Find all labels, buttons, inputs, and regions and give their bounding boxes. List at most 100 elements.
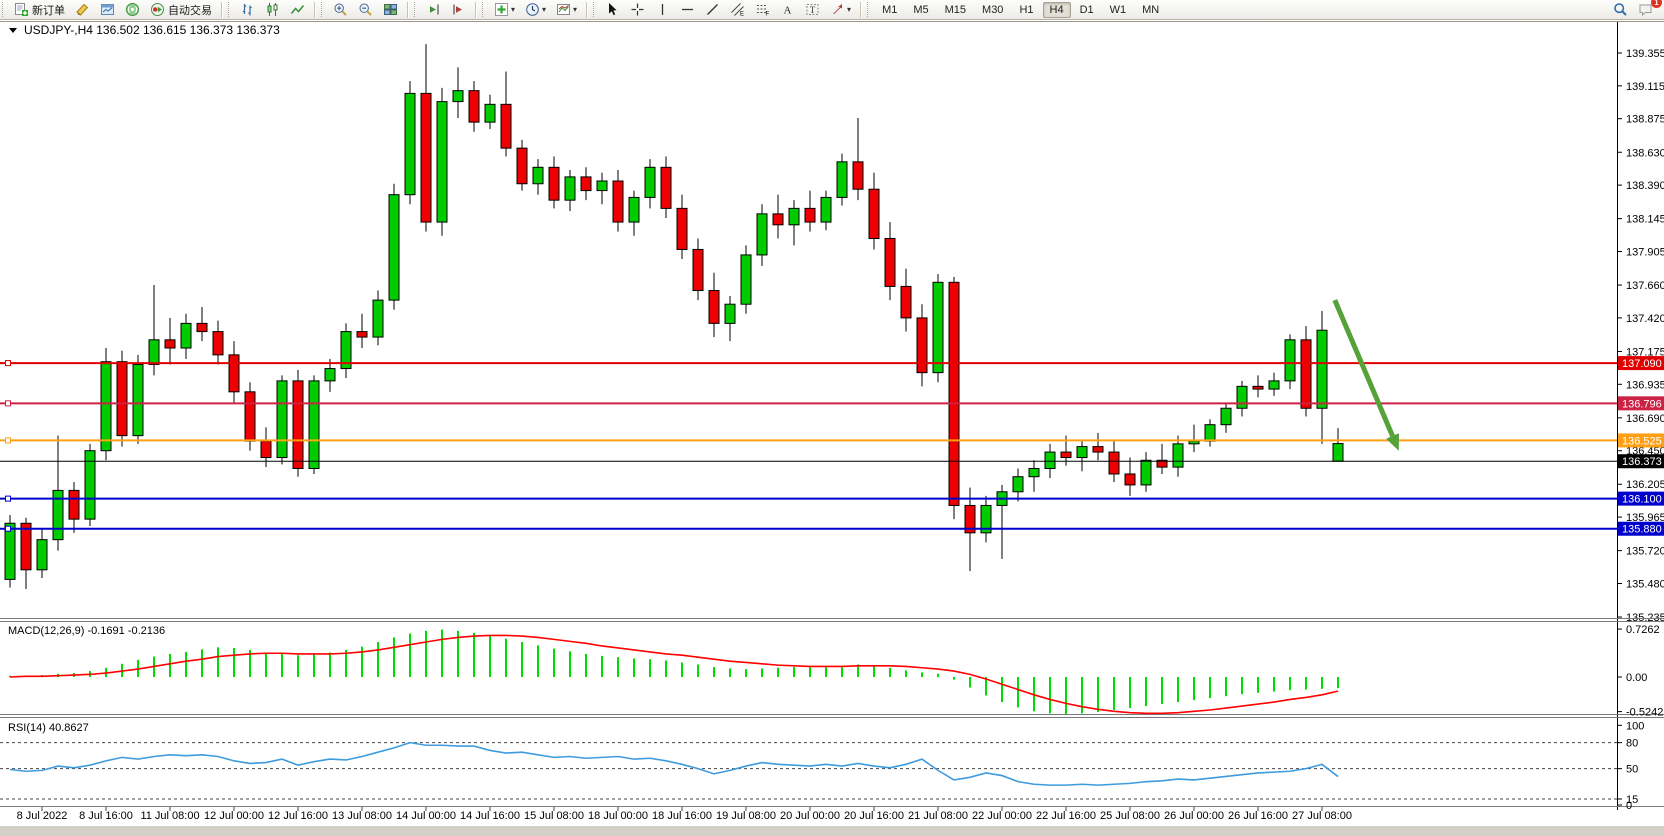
auto-trading-button[interactable]: 自动交易 bbox=[146, 0, 216, 20]
price-axis-tick: 135.720 bbox=[1626, 546, 1664, 558]
candle bbox=[324, 358, 336, 392]
time-axis[interactable]: 8 Jul 2022 8 Jul 16:00 11 Jul 08:00 12 Jul … bbox=[17, 807, 1352, 822]
chevron-down-icon[interactable] bbox=[9, 28, 17, 33]
rsi-axis-tick: 15 bbox=[1626, 794, 1638, 806]
new-order-icon bbox=[14, 2, 29, 17]
candle bbox=[292, 369, 304, 477]
svg-text:136.796: 136.796 bbox=[1622, 398, 1662, 410]
candle bbox=[452, 67, 464, 119]
main-chart-pane[interactable] bbox=[0, 44, 1617, 589]
candles-layer bbox=[4, 44, 1344, 589]
crosshair-button[interactable] bbox=[626, 0, 649, 20]
new-order-button[interactable]: 新订单 bbox=[10, 0, 69, 20]
chevron-down-icon[interactable]: ▾ bbox=[511, 5, 516, 14]
timeframe-m5-button[interactable]: M5 bbox=[913, 3, 929, 16]
candle bbox=[372, 290, 384, 346]
line-chart-icon bbox=[290, 2, 305, 17]
candle bbox=[644, 159, 656, 209]
tile-windows-button[interactable] bbox=[379, 0, 402, 20]
templates-button[interactable]: ▾ bbox=[552, 0, 581, 20]
timeframe-m30-button[interactable]: M30 bbox=[982, 3, 1004, 16]
price-line-handle[interactable] bbox=[5, 495, 11, 502]
chat-icon bbox=[1638, 2, 1653, 17]
price-line-handle[interactable] bbox=[5, 525, 11, 532]
macd-pane[interactable]: MACD(12,26,9) -0.1691 -0.2136 0.7262 0.00 -… bbox=[8, 624, 1663, 719]
rsi-axis-tick: 100 bbox=[1626, 720, 1644, 732]
candle bbox=[596, 172, 608, 205]
fibonacci-button[interactable]: F bbox=[751, 0, 774, 20]
toolbar-drag-handle bbox=[593, 2, 597, 17]
price-axis[interactable]: 139.355 139.115 138.875 138.630 138.390 138.1… bbox=[1617, 22, 1664, 810]
candle bbox=[1124, 457, 1136, 496]
line-chart-button[interactable] bbox=[286, 0, 309, 20]
price-line[interactable] bbox=[0, 400, 1617, 407]
window-bottom-edge bbox=[0, 826, 1664, 836]
symbol-ohlc-line[interactable]: USDJPY-,H4 136.502 136.615 136.373 136.3… bbox=[9, 23, 280, 37]
bar-chart-button[interactable] bbox=[236, 0, 259, 20]
periods-button[interactable]: ▾ bbox=[521, 0, 550, 20]
indicators-button[interactable]: ▾ bbox=[490, 0, 519, 20]
timeframe-h4-button[interactable]: H4 bbox=[1042, 1, 1071, 18]
price-line[interactable] bbox=[0, 525, 1617, 532]
candle bbox=[788, 200, 800, 246]
trendline-button[interactable] bbox=[701, 0, 724, 20]
timeframe-m15-button[interactable]: M15 bbox=[944, 3, 967, 16]
zoom-in-button[interactable] bbox=[329, 0, 352, 20]
vertical-line-button[interactable] bbox=[651, 0, 674, 20]
chart-window[interactable]: USDJPY-,H4 136.502 136.615 136.373 136.3… bbox=[0, 20, 1664, 836]
search-button[interactable] bbox=[1609, 0, 1632, 20]
price-line-handle[interactable] bbox=[5, 437, 11, 444]
arrows-button[interactable]: ▾ bbox=[826, 0, 855, 20]
chart-shift-button[interactable] bbox=[447, 0, 470, 20]
svg-text:F: F bbox=[766, 12, 770, 18]
timeframe-w1-button[interactable]: W1 bbox=[1109, 3, 1127, 16]
candle bbox=[932, 274, 944, 383]
text-icon: A bbox=[780, 2, 795, 17]
toolbar-separator bbox=[475, 1, 476, 18]
zoom-out-button[interactable] bbox=[354, 0, 377, 20]
time-axis-label: 12 Jul 16:00 bbox=[268, 810, 328, 822]
cursor-button[interactable] bbox=[601, 0, 624, 20]
time-axis-label: 11 Jul 08:00 bbox=[140, 810, 199, 822]
timeframe-h1-button[interactable]: H1 bbox=[1019, 3, 1034, 16]
svg-text:136.525: 136.525 bbox=[1622, 435, 1662, 447]
auto-scroll-button[interactable] bbox=[422, 0, 445, 20]
price-line[interactable] bbox=[0, 360, 1617, 367]
price-line[interactable] bbox=[0, 495, 1617, 502]
rsi-pane[interactable]: RSI(14) 40.8627 100 80 50 150 bbox=[0, 720, 1644, 812]
chevron-down-icon[interactable]: ▾ bbox=[573, 5, 578, 14]
signals-button[interactable] bbox=[121, 0, 144, 20]
metaeditor-button[interactable] bbox=[71, 0, 94, 20]
time-axis-label: 27 Jul 08:00 bbox=[1292, 810, 1352, 822]
macd-axis-tick: -0.5242 bbox=[1626, 707, 1663, 719]
candle bbox=[52, 435, 64, 551]
horizontal-line-button[interactable] bbox=[676, 0, 699, 20]
candle bbox=[68, 482, 80, 533]
time-axis-label: 18 Jul 00:00 bbox=[588, 810, 648, 822]
candle bbox=[1156, 443, 1168, 474]
candle bbox=[1316, 311, 1328, 444]
price-line[interactable] bbox=[0, 437, 1617, 444]
candle bbox=[468, 81, 480, 132]
price-line-handle[interactable] bbox=[5, 360, 11, 367]
market-watch-button[interactable] bbox=[96, 0, 119, 20]
price-line-handle[interactable] bbox=[5, 400, 11, 407]
timeframe-m1-button[interactable]: M1 bbox=[882, 3, 898, 16]
candlestick-chart-button[interactable] bbox=[261, 0, 284, 20]
text-label-button[interactable]: T bbox=[801, 0, 824, 20]
text-button[interactable]: A bbox=[776, 0, 799, 20]
trend-arrow-annotation[interactable] bbox=[1332, 299, 1399, 451]
timeframe-d1-button[interactable]: D1 bbox=[1079, 3, 1094, 16]
toolbar-separator bbox=[221, 1, 222, 18]
toolbar-drag-handle bbox=[482, 2, 486, 17]
toolbar-separator bbox=[860, 1, 862, 18]
macd-signal-line bbox=[9, 634, 1339, 715]
notifications-button[interactable]: 1 bbox=[1634, 0, 1662, 20]
chevron-down-icon[interactable]: ▾ bbox=[542, 5, 547, 14]
equidistant-channel-button[interactable]: E bbox=[726, 0, 749, 20]
chevron-down-icon[interactable]: ▾ bbox=[847, 5, 852, 14]
timeframe-mn-button[interactable]: MN bbox=[1142, 3, 1160, 16]
svg-text:A: A bbox=[784, 5, 792, 17]
vertical-line-icon bbox=[655, 2, 670, 17]
channel-icon: E bbox=[730, 2, 745, 17]
